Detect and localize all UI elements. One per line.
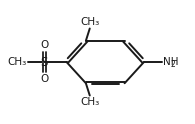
Text: CH₃: CH₃ [8, 57, 27, 67]
Text: CH₃: CH₃ [80, 17, 99, 27]
Text: CH₃: CH₃ [80, 97, 99, 107]
Text: O: O [40, 40, 48, 50]
Text: S: S [41, 56, 48, 68]
Text: NH: NH [163, 57, 178, 67]
Text: 2: 2 [171, 60, 176, 69]
Text: O: O [40, 74, 48, 84]
